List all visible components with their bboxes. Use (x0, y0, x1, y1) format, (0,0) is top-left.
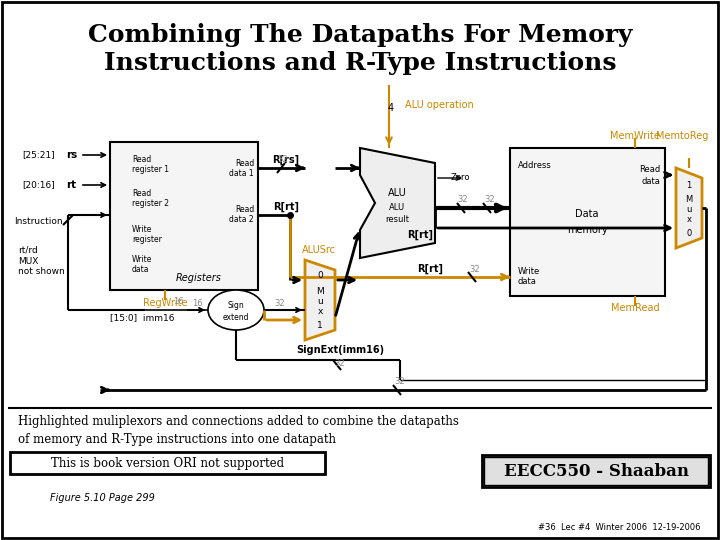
Text: register: register (132, 235, 162, 245)
Text: Address: Address (518, 161, 552, 171)
Text: Zero: Zero (450, 173, 469, 183)
Text: RegWrite: RegWrite (143, 298, 187, 308)
Text: register 1: register 1 (132, 165, 169, 173)
Text: x: x (318, 307, 323, 316)
Text: 32: 32 (485, 195, 495, 205)
Text: memory: memory (567, 225, 607, 235)
Text: Read: Read (235, 206, 254, 214)
Text: [20:16]: [20:16] (22, 180, 55, 190)
Text: Read: Read (639, 165, 660, 174)
Text: data: data (132, 266, 150, 274)
Text: Instructions and R-Type Instructions: Instructions and R-Type Instructions (104, 51, 616, 75)
Bar (510, 148, 665, 296)
Text: MUX: MUX (18, 256, 38, 266)
Text: rt/rd: rt/rd (18, 246, 37, 254)
Polygon shape (676, 168, 702, 248)
Text: 32: 32 (469, 265, 480, 273)
Text: R[rt]: R[rt] (273, 202, 299, 212)
Text: 32: 32 (458, 195, 468, 205)
Text: [15:0]  imm16: [15:0] imm16 (110, 314, 174, 322)
Text: data: data (518, 278, 537, 287)
Text: Sign: Sign (228, 300, 244, 309)
Bar (110, 142, 258, 290)
Text: ALU: ALU (387, 188, 406, 198)
Text: extend: extend (222, 313, 249, 321)
Text: Figure 5.10 Page 299: Figure 5.10 Page 299 (50, 493, 155, 503)
Text: data: data (641, 177, 660, 186)
Bar (482, 455, 710, 487)
Text: x: x (686, 215, 691, 225)
Text: 16: 16 (173, 298, 184, 307)
Text: MemtoReg: MemtoReg (656, 131, 708, 141)
Text: data 2: data 2 (230, 214, 254, 224)
Text: SignExt(imm16): SignExt(imm16) (296, 345, 384, 355)
Text: register 2: register 2 (132, 199, 169, 208)
Bar (10, 452, 325, 474)
Text: Registers: Registers (176, 273, 222, 283)
Text: MemWrite: MemWrite (610, 131, 660, 141)
Text: EECC550 - Shaaban: EECC550 - Shaaban (503, 463, 688, 481)
Text: result: result (385, 215, 409, 225)
Bar (484, 457, 708, 485)
Text: Read: Read (132, 156, 151, 165)
Text: Combining The Datapaths For Memory: Combining The Datapaths For Memory (88, 23, 632, 47)
Text: u: u (317, 298, 323, 307)
Text: data 1: data 1 (230, 168, 254, 178)
Text: M: M (685, 195, 693, 205)
Text: Write: Write (518, 267, 540, 275)
Text: rt: rt (66, 180, 76, 190)
Text: 32: 32 (395, 377, 405, 387)
Text: 1: 1 (686, 181, 692, 191)
Polygon shape (360, 148, 435, 258)
Text: 32: 32 (275, 299, 285, 307)
Text: #36  Lec #4  Winter 2006  12-19-2006: #36 Lec #4 Winter 2006 12-19-2006 (538, 523, 700, 531)
Text: This is book version ORI not supported: This is book version ORI not supported (51, 456, 284, 469)
Text: 16: 16 (192, 299, 202, 307)
Text: 1: 1 (317, 321, 323, 330)
Text: not shown: not shown (18, 267, 65, 276)
Text: Instruction: Instruction (14, 218, 63, 226)
Ellipse shape (208, 290, 264, 330)
Text: rs: rs (66, 150, 77, 160)
Text: M: M (316, 287, 324, 296)
Text: ALUSrc: ALUSrc (302, 245, 336, 255)
Text: 0: 0 (317, 271, 323, 280)
Text: Write: Write (132, 226, 153, 234)
Text: Read: Read (132, 190, 151, 199)
Text: of memory and R-Type instructions into one datapath: of memory and R-Type instructions into o… (18, 434, 336, 447)
Text: [25:21]: [25:21] (22, 151, 55, 159)
Polygon shape (305, 260, 335, 340)
Text: 0: 0 (686, 230, 692, 239)
Text: Data: Data (575, 209, 599, 219)
Text: u: u (686, 206, 692, 214)
Text: ALU operation: ALU operation (405, 100, 473, 110)
Text: MemRead: MemRead (611, 303, 660, 313)
Text: R[rs]: R[rs] (272, 155, 300, 165)
Text: R[rt]: R[rt] (407, 230, 433, 240)
Text: Highlighted muliplexors and connections added to combine the datapaths: Highlighted muliplexors and connections … (18, 415, 459, 429)
Text: Read: Read (235, 159, 254, 168)
Text: 32: 32 (335, 359, 346, 368)
Text: R[rt]: R[rt] (417, 264, 443, 274)
Text: 32: 32 (278, 156, 288, 165)
Text: ALU: ALU (389, 204, 405, 213)
Text: 4: 4 (388, 103, 394, 113)
Text: Write: Write (132, 255, 153, 265)
